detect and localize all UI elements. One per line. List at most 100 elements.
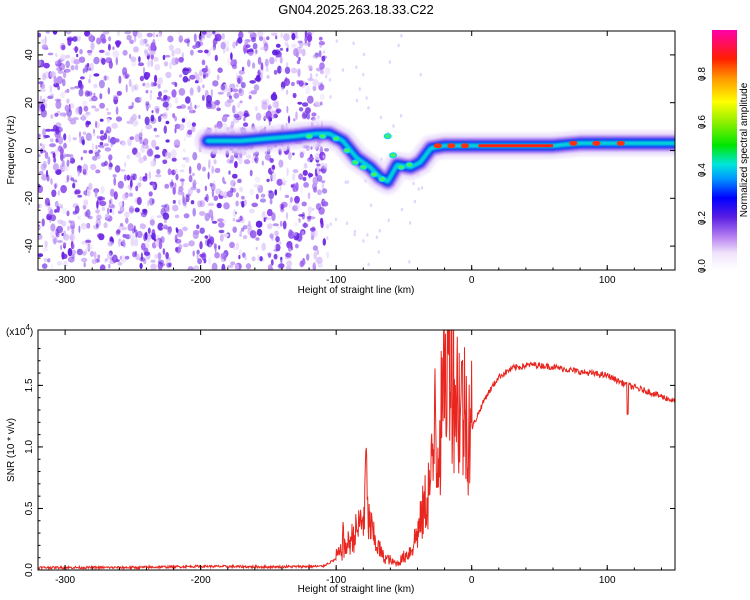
noise-speck xyxy=(162,101,169,108)
noise-speck xyxy=(189,74,196,80)
noise-speck xyxy=(307,77,314,82)
noise-speck xyxy=(61,220,67,227)
noise-speck xyxy=(286,260,293,267)
noise-speck xyxy=(95,144,98,150)
noise-speck xyxy=(295,111,298,120)
noise-speck xyxy=(267,223,273,230)
noise-speck xyxy=(296,233,303,242)
noise-speck xyxy=(302,102,309,107)
noise-speck xyxy=(139,38,146,46)
noise-speck xyxy=(116,90,122,96)
noise-speck xyxy=(273,113,279,119)
noise-speck xyxy=(61,44,66,51)
noise-speck xyxy=(313,251,318,260)
noise-speck xyxy=(209,236,215,245)
noise-speck xyxy=(282,182,286,186)
noise-speck xyxy=(235,192,239,198)
noise-speck xyxy=(113,177,117,186)
noise-speck xyxy=(113,191,118,200)
ridge-hotspot xyxy=(433,143,442,149)
noise-speck xyxy=(310,116,316,121)
noise-speck xyxy=(55,100,62,109)
noise-speck xyxy=(56,67,63,72)
noise-speck xyxy=(195,73,200,82)
noise-speck xyxy=(275,236,280,243)
noise-speck xyxy=(165,71,172,79)
noise-speck xyxy=(107,135,111,144)
noise-speck xyxy=(86,91,93,96)
noise-speck xyxy=(277,65,282,74)
noise-speck xyxy=(298,217,301,222)
noise-speck xyxy=(112,254,118,263)
noise-speck xyxy=(192,179,197,187)
noise-speck xyxy=(129,116,134,125)
noise-speck xyxy=(61,232,64,237)
noise-speck xyxy=(199,241,203,250)
noise-speck xyxy=(367,106,370,110)
noise-speck xyxy=(259,198,267,203)
noise-speck xyxy=(116,229,121,234)
noise-speck xyxy=(204,196,208,201)
noise-speck xyxy=(63,142,67,149)
noise-speck xyxy=(178,185,184,193)
noise-speck xyxy=(151,229,156,237)
noise-speck xyxy=(89,74,92,79)
snr-panel: -300 -200 -100 0 100 0.0 0.5 1.0 1.5 (x104) Heig… xyxy=(6,323,676,595)
noise-speck xyxy=(149,219,155,226)
noise-speck xyxy=(40,83,46,90)
noise-speck xyxy=(270,259,274,266)
noise-speck xyxy=(119,255,122,260)
noise-speck xyxy=(248,95,252,100)
noise-speck xyxy=(288,230,295,239)
y-tick-label: 0 xyxy=(24,147,35,153)
noise-speck xyxy=(245,44,251,48)
noise-speck xyxy=(155,174,162,178)
noise-speck xyxy=(85,239,92,243)
noise-speck xyxy=(156,169,161,175)
noise-speck xyxy=(179,74,183,78)
noise-speck xyxy=(157,252,162,260)
noise-speck xyxy=(241,195,245,200)
noise-speck xyxy=(197,258,203,265)
noise-speck xyxy=(72,36,78,42)
noise-speck xyxy=(109,188,115,197)
noise-speck xyxy=(306,253,310,261)
noise-speck xyxy=(134,34,137,43)
noise-speck xyxy=(165,120,170,125)
noise-speck xyxy=(86,62,90,68)
noise-speck xyxy=(362,72,365,77)
noise-speck xyxy=(112,50,120,58)
noise-speck xyxy=(212,180,216,187)
noise-speck xyxy=(238,88,243,94)
noise-speck xyxy=(91,142,95,151)
noise-speck xyxy=(154,154,161,159)
noise-speck xyxy=(362,239,365,243)
noise-speck xyxy=(202,74,206,79)
noise-speck xyxy=(297,68,301,77)
noise-speck xyxy=(319,62,325,70)
noise-speck xyxy=(178,244,183,250)
noise-speck xyxy=(131,84,135,93)
noise-speck xyxy=(93,56,100,65)
noise-speck xyxy=(68,134,72,143)
noise-speck xyxy=(115,106,119,115)
noise-speck xyxy=(236,84,239,88)
noise-speck xyxy=(234,161,238,169)
noise-speck xyxy=(154,134,160,138)
noise-speck xyxy=(288,200,292,209)
noise-speck xyxy=(255,193,259,200)
noise-speck xyxy=(78,88,84,97)
noise-speck xyxy=(145,89,149,94)
noise-speck xyxy=(106,118,111,123)
noise-speck xyxy=(47,206,53,215)
noise-speck xyxy=(280,32,283,38)
noise-speck xyxy=(316,189,323,196)
noise-speck xyxy=(110,143,113,148)
noise-speck xyxy=(58,62,66,71)
noise-speck xyxy=(251,202,258,208)
noise-speck xyxy=(125,84,128,93)
noise-speck xyxy=(220,83,226,91)
noise-speck xyxy=(54,112,59,117)
noise-speck xyxy=(145,124,153,130)
noise-speck xyxy=(286,47,289,52)
